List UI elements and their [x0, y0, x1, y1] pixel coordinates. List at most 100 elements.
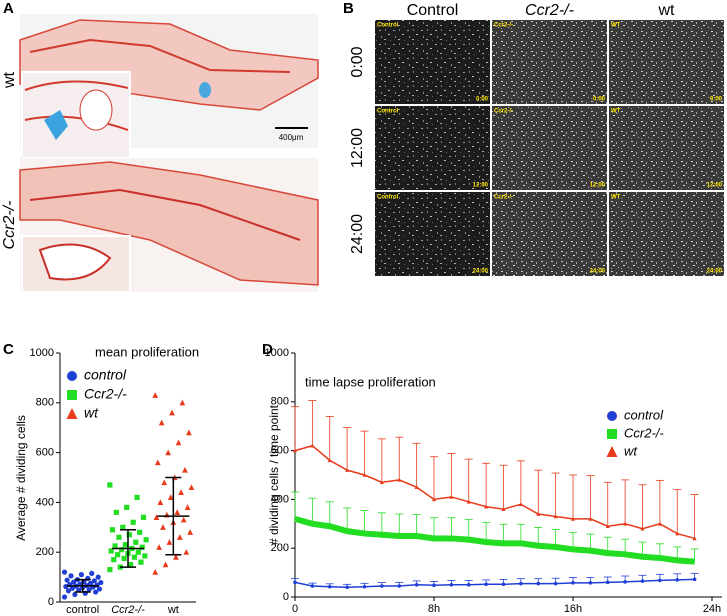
- image-tag: Control: [377, 109, 399, 115]
- timestamp: 12:00: [473, 183, 489, 189]
- marker: [61, 594, 68, 600]
- marker: [640, 526, 645, 531]
- image-tag: Ccr2-/-: [494, 109, 513, 115]
- marker: [432, 497, 436, 502]
- marker: [183, 549, 190, 555]
- marker: [91, 578, 97, 584]
- marker: [67, 390, 77, 400]
- marker: [158, 419, 165, 426]
- marker: [605, 524, 610, 529]
- x-tick-label: control: [66, 604, 99, 616]
- y-axis-label: Average # dividing cells: [14, 415, 28, 541]
- marker: [658, 578, 662, 583]
- marker: [184, 504, 191, 510]
- marker: [519, 581, 523, 586]
- marker: [501, 507, 506, 511]
- marker: [571, 581, 575, 585]
- marker: [345, 467, 350, 472]
- image-tag: Control: [377, 195, 399, 201]
- marker: [126, 532, 132, 538]
- marker: [142, 553, 148, 559]
- legend-label: Ccr2-/-: [84, 386, 127, 402]
- marker: [139, 544, 145, 550]
- marker: [623, 521, 628, 526]
- marker: [466, 583, 471, 587]
- x-tick-label: 16h: [564, 603, 582, 615]
- timestamp: 24:00: [473, 269, 489, 275]
- legend-label: control: [624, 407, 664, 422]
- marker: [116, 534, 122, 540]
- marker: [293, 580, 297, 585]
- marker: [571, 516, 575, 521]
- y-tick-label: 1000: [30, 347, 54, 359]
- marker: [606, 446, 618, 457]
- inset-cavity: [38, 243, 112, 281]
- marker: [166, 539, 173, 545]
- microscopy-image: [492, 106, 607, 190]
- marker: [137, 529, 143, 535]
- marker: [310, 584, 315, 588]
- marker: [112, 543, 118, 549]
- y-tick-label: 800: [36, 397, 54, 409]
- microscopy-image: [375, 192, 490, 276]
- marker: [72, 591, 78, 598]
- y-axis-label: # dividing cells / time point: [267, 404, 281, 545]
- marker: [449, 583, 454, 587]
- marker: [98, 579, 104, 586]
- timestamp: 0:00: [476, 97, 489, 103]
- marker: [121, 555, 127, 562]
- marker: [174, 509, 181, 515]
- marker: [86, 586, 92, 593]
- marker: [64, 577, 70, 583]
- marker: [157, 499, 164, 505]
- marker: [66, 408, 78, 419]
- marker: [138, 559, 144, 565]
- y-tick-label: 0: [48, 596, 54, 608]
- marker: [107, 482, 113, 488]
- row-label: 0:00: [349, 46, 366, 77]
- marker: [65, 588, 72, 594]
- marker: [675, 531, 680, 536]
- marker: [657, 521, 662, 526]
- column-header: wt: [658, 2, 676, 19]
- legend-label: wt: [624, 443, 638, 458]
- marker: [536, 511, 541, 516]
- x-tick-label: 24h: [703, 603, 721, 615]
- marker: [165, 449, 172, 456]
- marker: [160, 524, 166, 530]
- marker: [131, 554, 138, 560]
- marker: [175, 439, 182, 446]
- marker: [127, 562, 134, 568]
- marker: [607, 411, 617, 421]
- marker: [67, 371, 77, 381]
- marker: [135, 549, 141, 555]
- marker: [78, 572, 84, 578]
- inset-stain: [44, 110, 68, 140]
- marker: [176, 534, 183, 540]
- chart-title: time lapse proliferation: [305, 374, 436, 389]
- timestamp: 12:00: [707, 183, 723, 189]
- marker: [397, 584, 402, 588]
- marker: [327, 458, 332, 463]
- image-tag: WT: [611, 195, 621, 201]
- marker: [140, 514, 147, 520]
- series-line: [294, 578, 695, 588]
- marker: [188, 484, 195, 491]
- marker: [120, 524, 126, 530]
- panel-letter: A: [3, 0, 14, 17]
- microscopy-image: [492, 192, 607, 276]
- legend-label: wt: [84, 405, 99, 421]
- image-tag: Ccr2-/-: [494, 23, 513, 29]
- y-tick-label: 400: [36, 496, 54, 508]
- marker: [71, 579, 77, 585]
- marker: [178, 489, 184, 496]
- timestamp: 24:00: [590, 269, 606, 275]
- marker: [293, 448, 297, 453]
- marker: [68, 573, 74, 579]
- marker: [187, 529, 194, 535]
- microscopy-image: [492, 20, 607, 104]
- marker: [115, 552, 121, 558]
- chart-title: mean proliferation: [95, 344, 199, 359]
- marker: [466, 499, 471, 504]
